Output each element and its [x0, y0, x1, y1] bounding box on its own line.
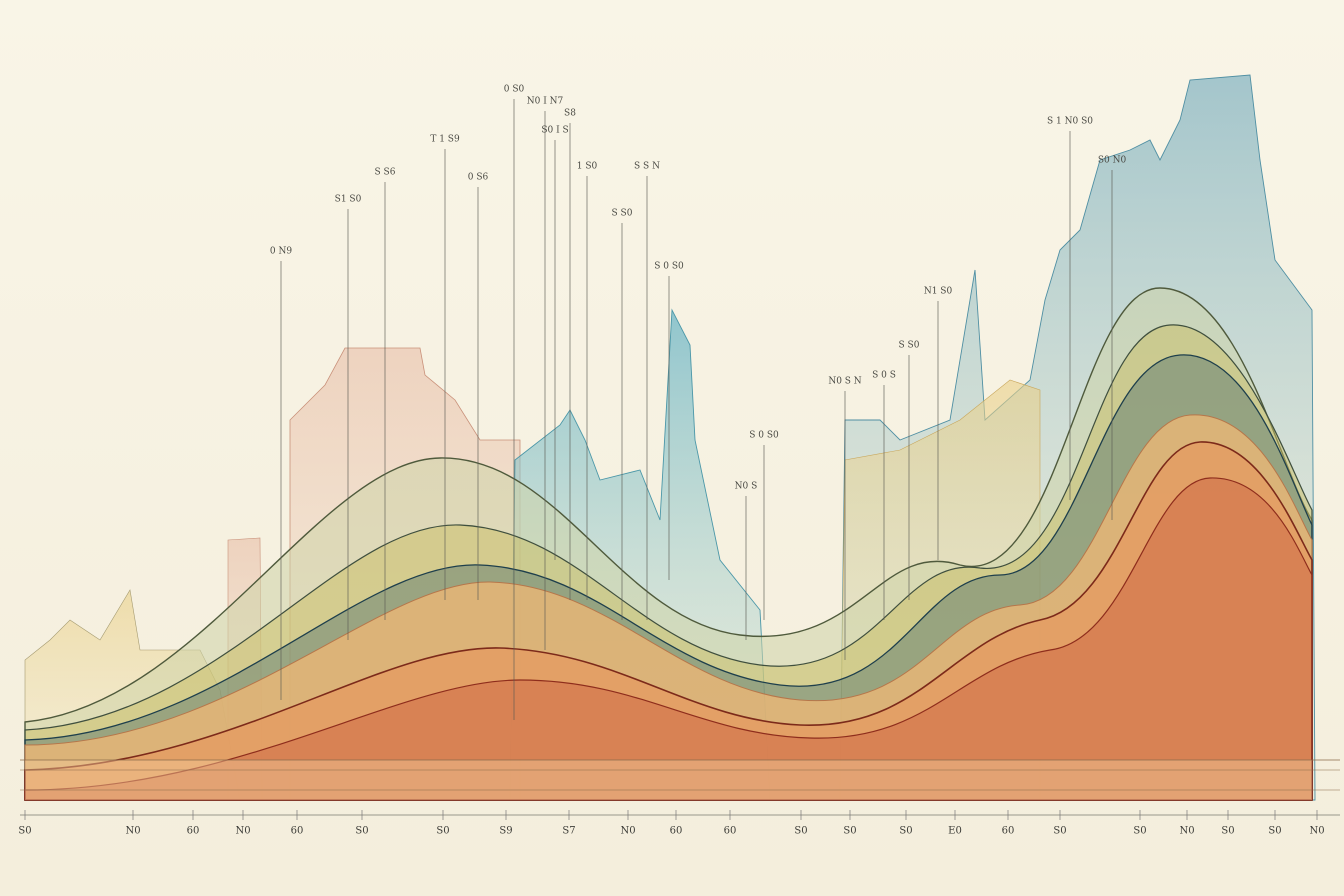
- annotation: S 0 S0: [654, 262, 684, 272]
- x-tick-label: S0: [436, 826, 449, 837]
- x-tick-label: 60: [187, 826, 200, 837]
- annotation: S8: [564, 109, 576, 119]
- x-tick-label: S0: [355, 826, 368, 837]
- annotation: 0 N9: [270, 247, 292, 257]
- x-tick-label: 60: [724, 826, 737, 837]
- x-tick-label: S0: [1268, 826, 1281, 837]
- x-tick-label: S9: [499, 826, 512, 837]
- annotation: S S6: [375, 168, 396, 178]
- annotation: S 0 S: [872, 371, 896, 381]
- x-tick-label: S0: [1221, 826, 1234, 837]
- annotation: S0 I S: [541, 126, 568, 136]
- x-axis: S0 N0 60 N0 60 S0 S0 S9 S7 N0 60 60 S0 S0 S0 E0 60 S0 S0 N0…: [18, 810, 1325, 837]
- annotation: T 1 S9: [430, 135, 460, 145]
- x-tick-label: 60: [670, 826, 683, 837]
- x-tick-label: N0: [1309, 826, 1324, 837]
- x-tick-label: N0: [235, 826, 250, 837]
- x-tick-label: S7: [562, 826, 575, 837]
- x-tick-label: E0: [948, 826, 962, 837]
- x-tick-label: S0: [1053, 826, 1066, 837]
- x-tick-label: S0: [794, 826, 807, 837]
- x-tick-label: S0: [899, 826, 912, 837]
- x-tick-label: S0: [18, 826, 31, 837]
- annotation: S 0 S0: [749, 431, 779, 441]
- annotation: 1 S0: [577, 162, 598, 172]
- annotation: N0 I N7: [527, 97, 564, 107]
- annotation: N0 S N: [828, 377, 861, 387]
- annotation: S 1 N0 S0: [1047, 117, 1093, 127]
- x-tick-label: N0: [125, 826, 140, 837]
- annotation: S S N: [634, 162, 660, 172]
- annotation: N1 S0: [924, 287, 953, 297]
- x-tick-label: N0: [1179, 826, 1194, 837]
- annotation: S0 N0: [1098, 156, 1127, 166]
- x-tick-label: S0: [843, 826, 856, 837]
- annotation: 0 S6: [468, 173, 489, 183]
- x-tick-label: 60: [291, 826, 304, 837]
- annotation: S1 S0: [335, 195, 362, 205]
- annotation: 0 S0: [504, 85, 525, 95]
- x-tick-label: N0: [620, 826, 635, 837]
- x-tick-label: 60: [1002, 826, 1015, 837]
- annotation: S S0: [899, 341, 920, 351]
- decor-waves: [20, 287, 1340, 816]
- x-tick-label: S0: [1133, 826, 1146, 837]
- annotation: N0 S: [735, 482, 758, 492]
- annotation: S S0: [612, 209, 633, 219]
